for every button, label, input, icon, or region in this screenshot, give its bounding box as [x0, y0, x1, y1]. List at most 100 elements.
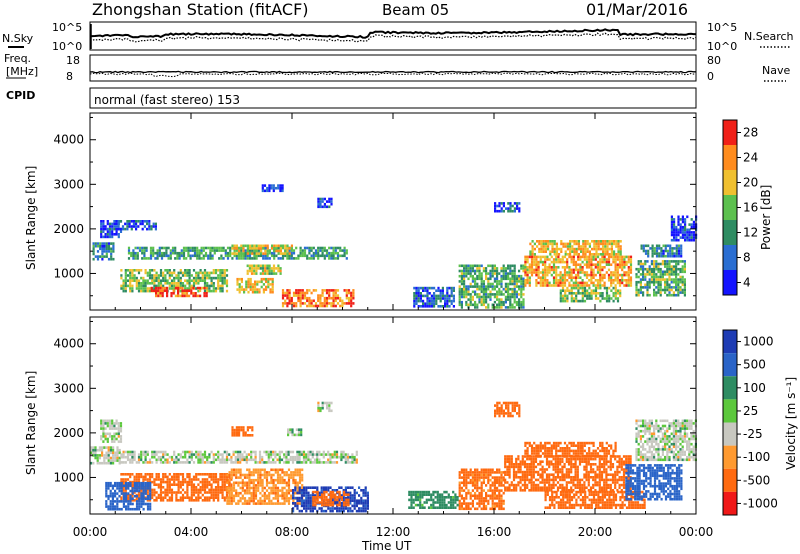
data-cell [293, 433, 296, 437]
data-cell [672, 270, 675, 274]
data-cell [629, 279, 633, 282]
data-cell [103, 247, 106, 251]
data-cell [530, 266, 534, 269]
data-cell [465, 471, 468, 474]
data-cell [563, 271, 567, 274]
data-cell [670, 238, 673, 242]
data-cell [124, 269, 127, 272]
data-cell [608, 299, 611, 303]
data-cell [248, 499, 251, 503]
data-cell [189, 246, 192, 250]
data-cell [108, 419, 112, 423]
data-cell [524, 271, 527, 274]
freq-panel-frame [89, 54, 697, 82]
data-cell [321, 205, 324, 209]
data-cell [498, 293, 501, 296]
data-cell [623, 266, 626, 269]
data-cell [143, 257, 146, 260]
data-cell [597, 253, 600, 256]
data-cell [467, 504, 470, 508]
data-cell [287, 489, 291, 492]
data-cell [161, 286, 164, 290]
data-cell [463, 282, 466, 286]
data-cell [298, 491, 301, 495]
data-cell [581, 281, 584, 285]
data-cell [208, 276, 211, 280]
data-cell [131, 279, 134, 282]
data-cell [232, 497, 236, 500]
data-cell [417, 292, 420, 295]
data-cell [657, 265, 660, 268]
data-cell [149, 507, 152, 511]
data-cell [366, 502, 369, 505]
data-cell [223, 488, 226, 492]
data-cell [482, 282, 485, 286]
data-cell [290, 296, 293, 300]
data-cell [471, 484, 474, 487]
data-cell [276, 471, 280, 474]
data-cell [621, 276, 624, 279]
data-cell [655, 280, 658, 284]
data-cell [284, 294, 287, 297]
data-cell [415, 302, 418, 305]
data-cell [126, 284, 130, 288]
data-cell [90, 451, 93, 455]
data-cell [221, 289, 224, 293]
data-cell [254, 455, 257, 459]
data-cell [283, 455, 286, 459]
data-cell [594, 292, 598, 295]
data-cell [142, 287, 145, 290]
data-cell [122, 284, 125, 288]
data-cell [655, 291, 658, 294]
data-cell [233, 434, 236, 437]
data-cell [297, 291, 300, 295]
data-cell [232, 484, 236, 487]
data-cell [242, 426, 245, 429]
data-cell [188, 282, 191, 285]
data-cell [137, 279, 141, 282]
data-cell [433, 297, 436, 300]
data-cell [156, 251, 159, 255]
data-cell [460, 504, 463, 508]
data-cell [642, 265, 645, 268]
data-cell [544, 284, 547, 287]
data-cell [612, 299, 615, 303]
data-cell [157, 483, 160, 486]
data-cell [677, 252, 681, 255]
data-cell [659, 267, 662, 271]
data-cell [149, 251, 153, 255]
data-cell [538, 250, 541, 253]
data-cell [480, 264, 483, 268]
data-cell [334, 498, 337, 502]
data-cell [159, 455, 163, 459]
data-cell [225, 453, 229, 456]
data-cell [450, 299, 453, 303]
data-cell [537, 266, 540, 269]
data-cell [146, 289, 149, 293]
data-cell [621, 268, 624, 272]
data-cell [599, 294, 602, 298]
data-cell [531, 247, 534, 251]
data-cell [300, 496, 303, 500]
data-cell [286, 289, 289, 292]
data-cell [142, 507, 145, 511]
data-cell [312, 257, 315, 260]
data-cell [142, 276, 145, 280]
data-cell [127, 251, 131, 255]
data-cell [248, 264, 251, 268]
data-cell [221, 488, 224, 492]
data-cell [276, 502, 280, 505]
data-cell [284, 302, 287, 305]
data-cell [281, 468, 284, 472]
data-cell [583, 286, 587, 290]
data-cell [614, 266, 617, 269]
data-cell [204, 251, 208, 255]
data-cell [221, 491, 224, 494]
data-cell [637, 293, 640, 297]
data-cell [328, 257, 331, 260]
data-cell [316, 489, 319, 492]
data-cell [291, 461, 295, 464]
data-cell [283, 461, 286, 464]
data-cell [92, 247, 95, 251]
data-cell [217, 274, 220, 277]
